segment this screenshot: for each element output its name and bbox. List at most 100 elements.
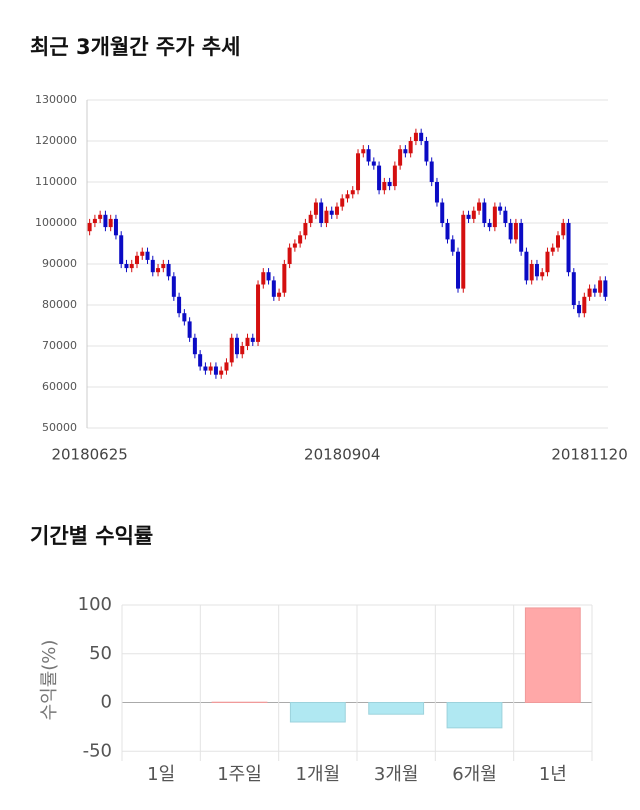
candle-body [429, 161, 434, 182]
x-tick-label: 20181120 [551, 446, 627, 464]
candle-body [329, 210, 334, 215]
candle-body [571, 272, 576, 305]
candle-body [171, 276, 176, 297]
candle-body [134, 255, 139, 264]
candle-body [361, 149, 366, 154]
x-tick-label: 1일 [147, 764, 175, 785]
candle-body [466, 214, 471, 219]
candle-body [371, 161, 376, 166]
x-tick-label: 20180904 [304, 446, 380, 464]
candle-body [324, 210, 329, 223]
candle-body [419, 132, 424, 141]
x-tick-label: 1년 [539, 764, 567, 785]
candle-body [503, 210, 508, 223]
x-tick-label: 20180625 [51, 446, 127, 464]
candle-body [445, 223, 450, 240]
candle-body [240, 346, 245, 355]
candle-body [166, 264, 171, 277]
candle-body [145, 251, 150, 260]
candle-body [461, 214, 466, 289]
candle-body [213, 366, 218, 375]
candle-body [513, 223, 518, 240]
x-tick-label: 3개월 [374, 764, 419, 785]
candle-body [387, 182, 392, 187]
candle-body [334, 206, 339, 215]
candle-body [103, 214, 108, 228]
candle-body [224, 362, 229, 371]
candle-body [156, 268, 161, 273]
y-tick-label: 0 [101, 692, 112, 713]
candle-body [287, 247, 292, 264]
candle-body [98, 214, 103, 219]
bar [289, 702, 346, 723]
candle-body [119, 235, 124, 264]
candle-body [150, 259, 155, 273]
bar [368, 702, 425, 715]
candle-body [366, 149, 371, 162]
y-tick-label: 60000 [42, 380, 77, 393]
candle-body [598, 280, 603, 293]
y-tick-label: -50 [83, 740, 112, 761]
candle-body [577, 305, 582, 314]
candle-body [129, 264, 134, 269]
candle-body [234, 337, 239, 355]
candle-body [161, 264, 166, 269]
candle-body [482, 202, 487, 223]
candle-body [592, 288, 597, 293]
x-tick-label: 6개월 [452, 764, 497, 785]
candle-body [408, 141, 413, 154]
candle-body [492, 206, 497, 228]
candle-body [198, 354, 203, 367]
candle-body [292, 243, 297, 248]
candle-body [540, 272, 545, 277]
candle-body [266, 272, 271, 281]
y-tick-label: 80000 [42, 298, 77, 311]
candle-body [313, 202, 318, 215]
candle-body [350, 190, 355, 195]
candle-body [561, 223, 566, 236]
candle-body [550, 247, 555, 252]
candle-body [282, 264, 287, 293]
candle-body [245, 337, 250, 346]
y-tick-label: 100000 [35, 216, 77, 229]
candle-body [308, 214, 313, 223]
candle-body [182, 313, 187, 322]
candle-body [229, 337, 234, 363]
candle-body [187, 321, 192, 338]
x-tick-label: 1주일 [217, 764, 262, 785]
candle-body [192, 337, 197, 355]
bar [446, 702, 503, 729]
candle-body [556, 235, 561, 248]
candle-body [208, 366, 213, 371]
y-tick-label: 50 [89, 643, 112, 664]
candle-body [450, 239, 455, 252]
candle-body [545, 251, 550, 273]
candle-body [87, 223, 92, 232]
y-tick-label: 90000 [42, 257, 77, 270]
y-tick-label: 100 [78, 594, 112, 615]
candle-body [477, 202, 482, 211]
candle-body [271, 280, 276, 297]
candle-body [413, 132, 418, 141]
candle-body [534, 264, 539, 277]
candle-body [566, 223, 571, 273]
candle-body [277, 292, 282, 297]
candle-body [113, 218, 118, 236]
candle-body [471, 210, 476, 219]
bar [524, 607, 581, 703]
candle-body [529, 264, 534, 281]
chart-title: 최근 3개월간 주가 추세 [30, 35, 240, 59]
candle-body [403, 149, 408, 154]
candle-body [340, 198, 345, 207]
candle-body [124, 264, 129, 269]
candle-body [261, 272, 266, 285]
candle-body [140, 251, 145, 256]
candle-body [382, 182, 387, 191]
candle-body [487, 223, 492, 228]
candle-body [582, 296, 587, 314]
y-tick-label: 130000 [35, 93, 77, 106]
candle-body [456, 251, 461, 289]
y-tick-label: 70000 [42, 339, 77, 352]
candle-body [603, 280, 608, 297]
candle-body [298, 235, 303, 244]
